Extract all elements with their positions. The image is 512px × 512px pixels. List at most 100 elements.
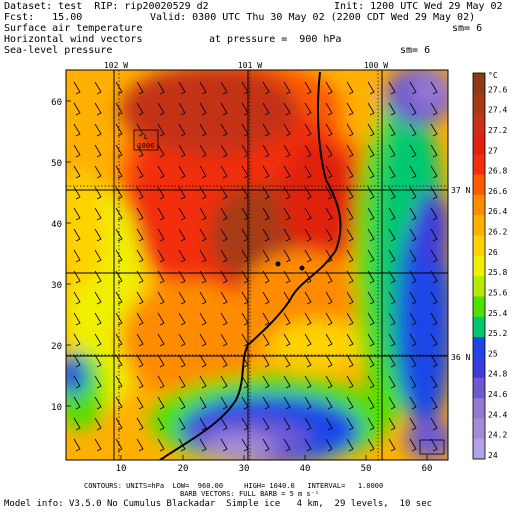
- colorbar-swatch: [473, 194, 485, 216]
- wind-barb: [94, 354, 102, 368]
- colorbar-swatch: [473, 438, 485, 460]
- wind-barb: [241, 375, 249, 389]
- wind-barb: [262, 249, 270, 263]
- wind-barb: [136, 186, 144, 200]
- pressure-contour: [159, 71, 342, 460]
- wind-barb: [115, 144, 123, 158]
- wind-barb: [283, 417, 291, 431]
- wind-barb: [94, 333, 102, 347]
- wind-barb: [178, 354, 186, 368]
- wind-barb: [367, 354, 375, 368]
- wind-barb: [241, 186, 249, 200]
- wind-barb: [367, 438, 375, 452]
- colorbar-swatch: [473, 276, 485, 297]
- wind-barb: [94, 207, 102, 221]
- wind-barb: [115, 102, 123, 116]
- wind-barb: [241, 123, 249, 137]
- wind-barb: [409, 228, 417, 242]
- wind-barb: [199, 165, 207, 179]
- wind-barb: [136, 417, 144, 431]
- low-pressure-center: L 1006: [133, 129, 159, 151]
- wind-barb: [283, 270, 291, 284]
- y-tick-label: 10: [51, 403, 62, 413]
- wind-barb: [94, 396, 102, 410]
- wind-barb: [199, 81, 207, 95]
- wind-barb: [199, 207, 207, 221]
- wind-barb: [73, 333, 81, 347]
- wind-barb: [178, 396, 186, 410]
- wind-barb: [430, 270, 438, 284]
- wind-barb: [262, 354, 270, 368]
- colorbar-swatch: [473, 418, 485, 440]
- y-tick-label: 50: [51, 159, 62, 169]
- wind-barb: [136, 438, 144, 452]
- wind-barb: [367, 270, 375, 284]
- wind-barb: [94, 291, 102, 305]
- wind-barb: [409, 81, 417, 95]
- wind-barb: [346, 165, 354, 179]
- wind-barb: [94, 186, 102, 200]
- wind-barb: [388, 81, 396, 95]
- lon-label-101w: 101 W: [238, 61, 262, 70]
- field-sea-level-pressure-sm: sm= 6: [400, 45, 431, 56]
- wind-barb: [73, 165, 81, 179]
- wind-barb: [115, 417, 123, 431]
- colorbar-label: 26: [488, 248, 498, 257]
- wind-barb: [262, 81, 270, 95]
- wind-barb: [241, 291, 249, 305]
- wind-barb: [136, 165, 144, 179]
- wind-barb: [325, 81, 333, 95]
- wind-barb: [388, 396, 396, 410]
- y-tick-label: 30: [51, 281, 62, 291]
- wind-barb: [136, 81, 144, 95]
- wind-barb: [115, 228, 123, 242]
- wind-barb: [409, 354, 417, 368]
- colorbar-swatch: [473, 296, 485, 318]
- wind-barb: [409, 396, 417, 410]
- wind-barb: [94, 417, 102, 431]
- wind-barb: [409, 375, 417, 389]
- wind-barb: [367, 186, 375, 200]
- wind-barb: [73, 417, 81, 431]
- wind-barb: [388, 207, 396, 221]
- wind-barb: [115, 207, 123, 221]
- wind-barb: [367, 333, 375, 347]
- x-tick-label: 50: [361, 464, 372, 474]
- wind-barb: [283, 81, 291, 95]
- wind-barb: [430, 249, 438, 263]
- wind-barb: [346, 249, 354, 263]
- colorbar-label: 25.4: [488, 309, 507, 318]
- wind-barb: [367, 396, 375, 410]
- wind-barb: [262, 438, 270, 452]
- wind-barb: [115, 249, 123, 263]
- plot-frame: [65, 69, 449, 461]
- wind-barb: [115, 438, 123, 452]
- field-surface-temperature-sm: sm= 6: [452, 23, 483, 34]
- wind-barb: [304, 165, 312, 179]
- wind-barb: [388, 165, 396, 179]
- wind-barb: [409, 102, 417, 116]
- lat-label-36n: 36 N: [451, 353, 470, 362]
- wind-barb: [136, 228, 144, 242]
- wind-barb: [73, 144, 81, 158]
- wind-barb: [115, 354, 123, 368]
- init-label: Init: 1200 UTC Wed 29 May 02: [334, 1, 503, 12]
- wind-barb: [325, 102, 333, 116]
- wind-barb: [409, 207, 417, 221]
- wind-barb: [346, 438, 354, 452]
- wind-barb: [430, 291, 438, 305]
- wind-barb: [304, 228, 312, 242]
- x-tick-label: 40: [300, 464, 311, 474]
- wind-barb: [178, 123, 186, 137]
- wind-barb: [388, 354, 396, 368]
- wind-barb: [136, 270, 144, 284]
- wind-barb: [199, 249, 207, 263]
- wind-barb: [367, 312, 375, 326]
- wind-barb: [178, 186, 186, 200]
- wind-barb: [178, 270, 186, 284]
- wind-barb: [241, 207, 249, 221]
- wind-barb: [367, 207, 375, 221]
- wind-barb: [94, 165, 102, 179]
- wind-barb: [241, 312, 249, 326]
- wind-barb: [304, 144, 312, 158]
